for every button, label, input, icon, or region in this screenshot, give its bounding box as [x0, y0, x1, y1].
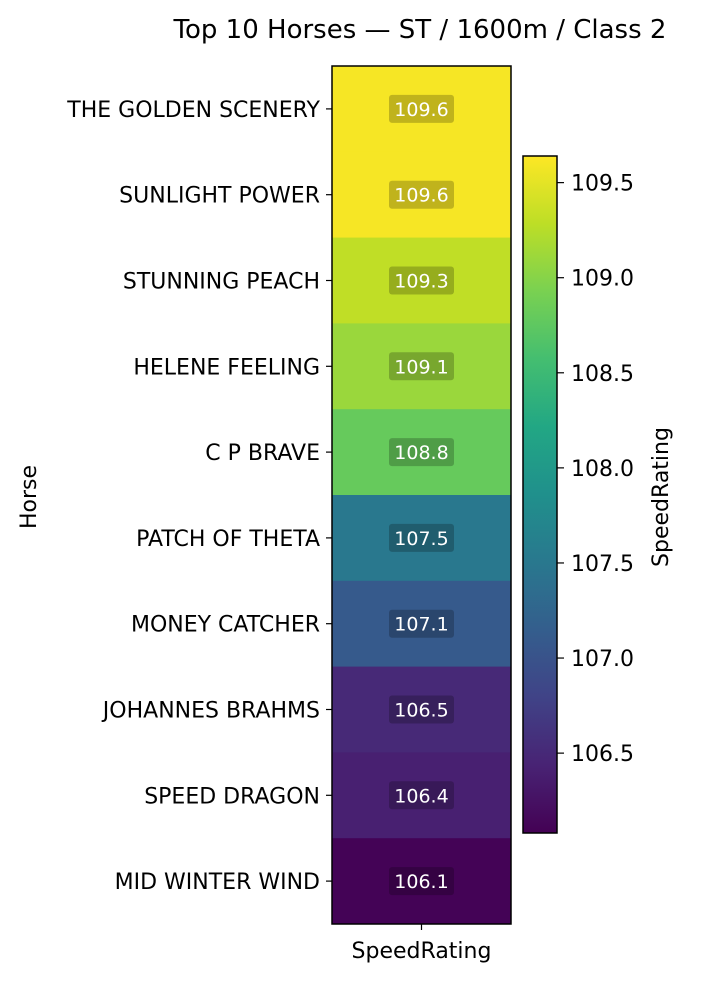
cell-label-bg	[389, 438, 454, 467]
cell-value-label: 109.3	[394, 271, 448, 293]
cell-value-label: 109.6	[394, 185, 448, 207]
cell-value-label: 106.1	[394, 871, 448, 893]
y-tick-label: SUNLIGHT POWER	[119, 184, 320, 209]
cell-label-bg	[389, 180, 454, 209]
heatmap-cell	[332, 838, 511, 925]
y-axis: THE GOLDEN SCENERY SUNLIGHT POWER STUNNING…	[66, 98, 332, 895]
heatmap-cell	[332, 323, 511, 410]
cell-value-label: 109.6	[394, 99, 448, 121]
colorbar-tick-label: 109.5	[571, 172, 634, 197]
y-tick-label: STUNNING PEACH	[123, 270, 320, 295]
colorbar-tick-label: 107.5	[571, 552, 634, 577]
heatmap-cell	[332, 237, 511, 324]
colorbar-tick-label: 108.5	[571, 362, 634, 387]
heatmap-cell-labels: 109.6 109.6 109.3 109.1 108.8 107.5 107.1 106.5…	[389, 94, 454, 896]
x-tick-label: SpeedRating	[352, 939, 492, 964]
heatmap-cell	[332, 409, 511, 496]
colorbar-tick-label: 109.0	[571, 267, 634, 292]
heatmap-cells	[331, 65, 512, 925]
y-tick-label: MONEY CATCHER	[131, 613, 320, 638]
cell-value-label: 108.8	[394, 442, 448, 464]
cell-value-label: 107.5	[394, 528, 448, 550]
y-tick-label: SPEED DRAGON	[144, 784, 320, 809]
cell-value-label: 107.1	[394, 614, 448, 636]
cell-label-bg	[389, 523, 454, 552]
cell-label-bg	[389, 781, 454, 810]
heatmap-cell	[332, 752, 511, 839]
y-tick-label: MID WINTER WIND	[115, 870, 320, 895]
y-tick-label: JOHANNES BRAHMS	[101, 699, 320, 724]
colorbar: 106.5 107.0 107.5 108.0 108.5 109.0 109.5	[522, 155, 634, 834]
colorbar-tick-label: 108.0	[571, 457, 634, 482]
y-tick-label: C P BRAVE	[205, 441, 320, 466]
colorbar-tick-label: 107.0	[571, 647, 634, 672]
cell-label-bg	[389, 609, 454, 638]
x-axis: SpeedRating	[352, 924, 492, 964]
cell-label-bg	[389, 352, 454, 381]
cell-value-label: 109.1	[394, 356, 448, 378]
cell-label-bg	[389, 266, 454, 295]
colorbar-label: SpeedRating	[649, 427, 674, 567]
colorbar-gradient	[522, 155, 558, 834]
cell-label-bg	[389, 94, 454, 123]
heatmap-cell	[332, 151, 511, 239]
cell-value-label: 106.5	[394, 700, 448, 722]
cell-value-label: 106.4	[394, 785, 448, 807]
cell-label-bg	[389, 867, 454, 896]
heatmap-cell	[332, 666, 511, 753]
heatmap-cell	[332, 495, 511, 582]
chart-title: Top 10 Horses — ST / 1600m / Class 2	[173, 15, 667, 45]
heatmap-cell	[332, 66, 511, 153]
cell-label-bg	[389, 695, 454, 724]
heatmap-cell	[332, 580, 511, 668]
colorbar-tick-label: 106.5	[571, 742, 634, 767]
y-tick-label: THE GOLDEN SCENERY	[66, 98, 320, 123]
y-axis-label: Horse	[17, 465, 42, 529]
y-tick-label: HELENE FEELING	[133, 355, 320, 380]
y-tick-label: PATCH OF THETA	[136, 527, 320, 552]
